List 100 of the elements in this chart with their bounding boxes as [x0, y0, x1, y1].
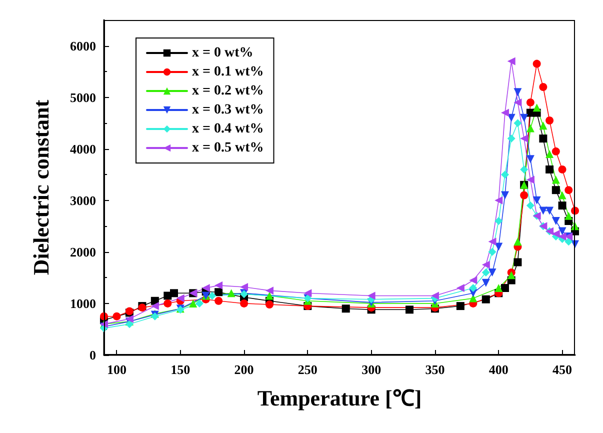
point	[304, 289, 312, 298]
x-tick-label: 350	[425, 362, 445, 377]
point	[482, 278, 490, 287]
point	[514, 258, 522, 266]
point	[539, 122, 548, 130]
y-tick-label: 5000	[70, 90, 96, 105]
point	[526, 155, 534, 164]
point	[514, 98, 522, 106]
point	[214, 281, 223, 290]
point	[526, 124, 534, 132]
point	[514, 88, 522, 96]
point	[520, 165, 528, 174]
point	[488, 248, 496, 256]
point	[482, 268, 490, 277]
point	[552, 186, 560, 194]
point	[208, 292, 216, 300]
point	[507, 271, 516, 280]
point	[456, 302, 464, 310]
point	[507, 57, 516, 66]
point	[125, 320, 134, 328]
legend-label: x = 0.4 wt%	[192, 122, 264, 136]
point	[500, 170, 509, 179]
point	[552, 176, 560, 184]
point	[367, 292, 376, 300]
point	[469, 276, 478, 284]
y-tick-label: 6000	[70, 38, 96, 54]
point	[558, 165, 566, 174]
legend-label: x = 0.5 wt%	[192, 140, 264, 156]
x-tick-label: 100	[106, 362, 126, 377]
point	[546, 150, 554, 158]
x-tick-label: 450	[552, 362, 572, 377]
point	[558, 227, 566, 236]
point	[195, 299, 204, 308]
point	[526, 98, 534, 106]
point	[552, 217, 560, 225]
point	[240, 282, 248, 291]
x-tick-label: 400	[488, 362, 508, 377]
point	[482, 295, 490, 304]
x-tick-label: 300	[362, 362, 382, 377]
y-tick-label: 1000	[70, 296, 96, 311]
x-axis-title: Temperature [℃]	[257, 386, 422, 410]
point	[532, 60, 541, 68]
point	[558, 191, 566, 200]
point	[539, 83, 548, 91]
point	[552, 147, 560, 156]
point	[265, 300, 274, 308]
point	[265, 286, 274, 295]
y-axis-title: Dielectric constant	[28, 99, 54, 276]
point	[488, 268, 496, 277]
point	[150, 302, 159, 310]
point	[500, 191, 509, 200]
point	[520, 191, 528, 200]
y-tick-label: 0	[90, 348, 96, 362]
point	[514, 238, 522, 246]
point	[456, 284, 464, 292]
point	[564, 186, 573, 194]
point	[125, 314, 134, 323]
point	[494, 284, 503, 292]
point	[546, 206, 554, 215]
point	[170, 289, 178, 298]
point	[500, 284, 509, 292]
point	[240, 299, 248, 308]
point	[482, 260, 490, 269]
point	[546, 116, 554, 124]
point	[469, 284, 478, 292]
point	[342, 304, 350, 313]
point	[507, 134, 516, 143]
point	[526, 176, 534, 184]
point	[406, 306, 414, 314]
point	[176, 294, 184, 302]
point	[488, 238, 496, 246]
point	[539, 206, 548, 215]
point	[546, 165, 554, 174]
legend-label: x = 0.3 wt%	[192, 102, 264, 118]
point	[430, 292, 439, 300]
x-tick-label: 150	[170, 362, 190, 377]
y-tick-label: 4000	[70, 141, 96, 156]
point	[500, 108, 509, 117]
x-tick-label: 250	[298, 362, 318, 377]
point	[514, 119, 522, 128]
point	[564, 238, 573, 246]
point	[227, 289, 236, 298]
point	[112, 312, 121, 320]
legend-label: x = 0 wt%	[192, 46, 254, 60]
point	[214, 296, 223, 305]
point	[526, 202, 534, 210]
point	[520, 114, 528, 122]
legend-label: x = 0.1 wt%	[192, 64, 264, 80]
point	[189, 299, 198, 308]
x-tick-label: 200	[234, 362, 254, 377]
legend-label: x = 0.2 wt%	[192, 84, 264, 98]
point	[214, 288, 223, 296]
point	[520, 134, 528, 143]
point	[532, 104, 541, 112]
point	[202, 284, 210, 292]
point	[265, 292, 274, 300]
point	[558, 202, 566, 210]
point	[564, 212, 573, 220]
point	[494, 196, 503, 204]
point	[164, 299, 172, 308]
